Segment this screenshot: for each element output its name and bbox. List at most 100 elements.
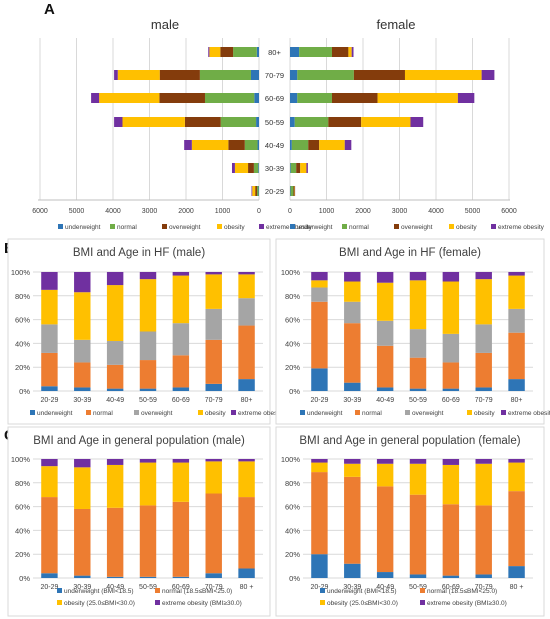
x-tick-label: 30-39 bbox=[73, 584, 91, 591]
female-title: female bbox=[376, 17, 415, 32]
y-tick-label: 60% bbox=[285, 503, 300, 512]
bar-segment bbox=[238, 568, 255, 578]
y-tick-label: 80% bbox=[285, 292, 300, 301]
legend-male-label: extreme obesity bbox=[266, 224, 313, 231]
legend-female-label: extreme obesity bbox=[498, 224, 545, 231]
bar-segment bbox=[106, 388, 124, 391]
bar-male-extreme-obesity bbox=[184, 140, 192, 150]
bar-female-normal bbox=[290, 186, 294, 196]
bar-segment bbox=[172, 576, 190, 578]
legend-swatch bbox=[320, 588, 325, 593]
legend-label: obesity bbox=[474, 410, 495, 417]
legend-swatch bbox=[57, 600, 62, 605]
bar-segment bbox=[172, 272, 190, 276]
legend-label: extreme obesity (BMI≥30.0) bbox=[427, 600, 507, 607]
legend-female-swatch bbox=[394, 224, 399, 229]
chart-title: BMI and Age in HF (male) bbox=[73, 247, 205, 259]
bar-segment bbox=[172, 459, 190, 463]
bar-segment bbox=[205, 573, 222, 578]
legend-male-swatch bbox=[259, 224, 264, 229]
bar-segment bbox=[508, 566, 525, 578]
general-male-chart: BMI and Age in general population (male)… bbox=[7, 426, 271, 617]
bar-segment bbox=[508, 332, 525, 380]
x-tick-left: 3000 bbox=[142, 208, 158, 215]
bar-male-obesity bbox=[209, 47, 221, 57]
hf-female-chart: BMI and Age in HF (female) 0% 20% 40% 60% 80%… bbox=[275, 238, 550, 425]
y-tick-label: 0% bbox=[19, 387, 30, 396]
bar-segment bbox=[106, 341, 124, 365]
x-tick-right: 0 bbox=[288, 208, 292, 215]
y-tick-label: 60% bbox=[15, 316, 30, 325]
bar-segment bbox=[344, 272, 361, 282]
bar-segment bbox=[172, 462, 190, 502]
bar-male-overweight bbox=[159, 93, 205, 103]
x-tick-label: 60-69 bbox=[172, 584, 190, 591]
x-tick-label: 50-59 bbox=[409, 397, 427, 404]
bar-segment bbox=[139, 576, 157, 578]
bar-segment bbox=[106, 364, 124, 389]
legend-label: extreme obesity bbox=[238, 410, 285, 417]
bar-female-obesity bbox=[348, 47, 352, 57]
legend-label: obesity (25.0≤BMI<30.0) bbox=[327, 600, 398, 607]
legend-male-swatch bbox=[58, 224, 63, 229]
bar-male-overweight bbox=[255, 186, 257, 196]
y-tick-label: 100% bbox=[281, 455, 301, 464]
bar-female-overweight bbox=[353, 70, 405, 80]
chart-title: BMI and Age in general population (femal… bbox=[299, 435, 520, 447]
legend-swatch bbox=[155, 588, 160, 593]
bar-segment bbox=[508, 275, 525, 309]
bar-segment bbox=[238, 461, 255, 498]
bar-segment bbox=[409, 388, 427, 391]
chart-title: BMI and Age in general population (male) bbox=[33, 435, 245, 447]
x-tick-label: 50-59 bbox=[409, 584, 427, 591]
bar-segment bbox=[442, 281, 460, 334]
bar-segment bbox=[475, 272, 492, 280]
bar-male-normal bbox=[256, 186, 259, 196]
bar-segment bbox=[442, 362, 460, 389]
bar-segment bbox=[106, 272, 124, 286]
bar-segment bbox=[376, 272, 394, 283]
x-tick-label: 50-59 bbox=[139, 397, 157, 404]
bar-segment bbox=[74, 387, 91, 391]
bar-female-extreme-obesity bbox=[351, 47, 354, 57]
x-tick-left: 4000 bbox=[105, 208, 121, 215]
bar-segment bbox=[376, 345, 394, 388]
bar-female-overweight bbox=[308, 140, 320, 150]
bar-female-overweight bbox=[331, 93, 378, 103]
legend-female-label: overweight bbox=[401, 224, 433, 231]
legend-label: normal bbox=[362, 410, 382, 417]
age-label: 40-49 bbox=[265, 141, 284, 150]
bar-segment bbox=[475, 574, 492, 578]
legend-female-swatch bbox=[491, 224, 496, 229]
bar-segment bbox=[238, 274, 255, 299]
bar-segment bbox=[74, 272, 91, 293]
bar-segment bbox=[238, 379, 255, 391]
bar-segment bbox=[205, 461, 222, 494]
bar-segment bbox=[205, 308, 222, 340]
bar-male-underweight bbox=[258, 163, 259, 173]
bar-segment bbox=[106, 464, 124, 508]
bar-segment bbox=[74, 339, 91, 363]
bar-female-extreme-obesity bbox=[306, 163, 308, 173]
bar-segment bbox=[41, 272, 58, 290]
bar-segment bbox=[508, 491, 525, 567]
x-tick-right: 5000 bbox=[465, 208, 481, 215]
bar-female-extreme-obesity bbox=[481, 70, 495, 80]
bar-segment bbox=[442, 388, 460, 391]
bar-male-normal bbox=[199, 70, 251, 80]
bar-segment bbox=[74, 508, 91, 576]
bar-segment bbox=[139, 462, 157, 506]
bar-male-extreme-obesity bbox=[208, 47, 210, 57]
bar-segment bbox=[205, 274, 222, 309]
bar-segment bbox=[41, 289, 58, 325]
legend-male-label: overweight bbox=[169, 224, 201, 231]
bar-male-obesity bbox=[117, 70, 160, 80]
x-tick-label: 60-69 bbox=[172, 397, 190, 404]
general-female-chart: BMI and Age in general population (femal… bbox=[275, 426, 545, 617]
legend-male-swatch bbox=[162, 224, 167, 229]
bar-segment bbox=[442, 272, 460, 282]
x-tick-right: 1000 bbox=[319, 208, 335, 215]
bar-female-normal bbox=[294, 117, 329, 127]
male-title: male bbox=[151, 17, 179, 32]
bar-female-extreme-obesity bbox=[410, 117, 424, 127]
